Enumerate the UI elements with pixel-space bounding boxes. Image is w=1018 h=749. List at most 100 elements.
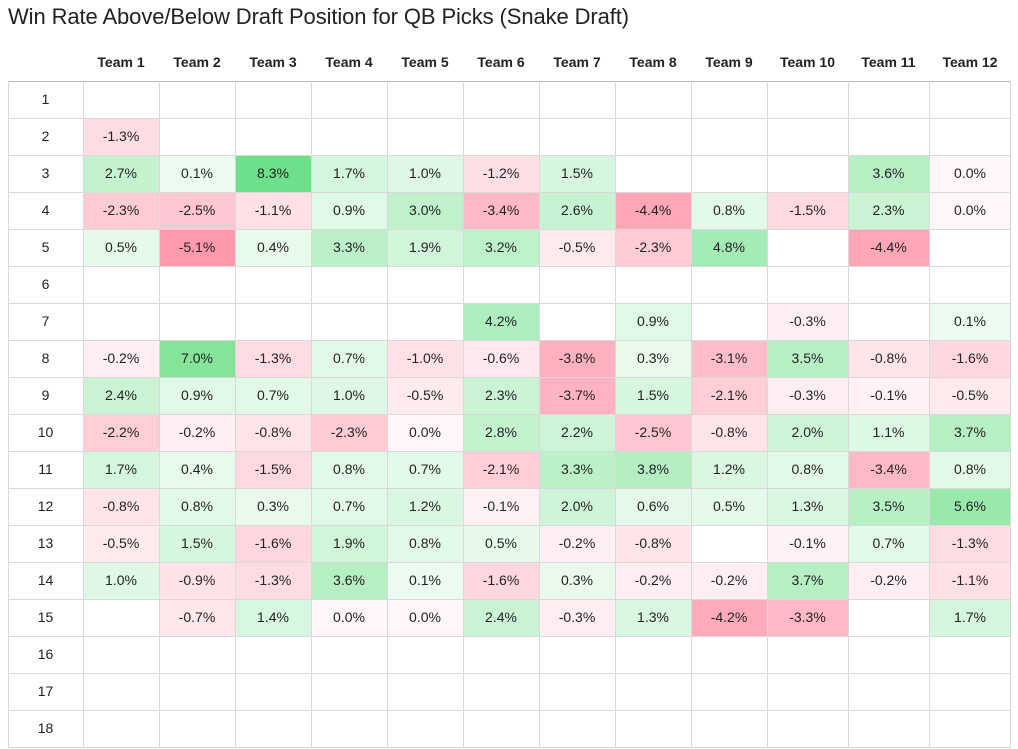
column-header-team-1: Team 1 — [97, 54, 145, 70]
heatmap-cell: 1.5% — [615, 377, 691, 414]
grid-line-vertical — [387, 81, 388, 747]
heatmap-cell: -0.3% — [539, 599, 615, 636]
heatmap-cell: 0.4% — [159, 451, 235, 488]
heatmap-cell: 0.4% — [235, 229, 311, 266]
heatmap-cell: 0.8% — [929, 451, 1011, 488]
column-header-team-12: Team 12 — [942, 54, 998, 70]
heatmap-cell: -1.3% — [83, 118, 159, 155]
heatmap-cell: 0.0% — [929, 192, 1011, 229]
heatmap-cell: -2.5% — [159, 192, 235, 229]
heatmap-cell: 0.0% — [387, 599, 463, 636]
heatmap-cell: -2.1% — [691, 377, 767, 414]
grid-line-vertical — [691, 81, 692, 747]
row-label-pick-7: 7 — [41, 313, 50, 329]
heatmap-cell: 3.2% — [463, 229, 539, 266]
heatmap-cell: 0.8% — [159, 488, 235, 525]
heatmap-cell: -0.5% — [929, 377, 1011, 414]
heatmap-cell: 0.3% — [615, 340, 691, 377]
heatmap-cell: -0.5% — [387, 377, 463, 414]
heatmap-cell: -2.3% — [311, 414, 387, 451]
heatmap-cell: -3.7% — [539, 377, 615, 414]
heatmap-cell: -2.1% — [463, 451, 539, 488]
grid-line-vertical — [8, 81, 9, 747]
heatmap-cell: -1.1% — [929, 562, 1011, 599]
heatmap-cell: 1.2% — [387, 488, 463, 525]
column-header-team-7: Team 7 — [553, 54, 601, 70]
row-label-pick-10: 10 — [37, 424, 54, 440]
heatmap-cell: -1.3% — [235, 340, 311, 377]
heatmap-cell: 0.3% — [539, 562, 615, 599]
heatmap-cell: 0.9% — [159, 377, 235, 414]
heatmap-cell: 0.9% — [615, 303, 691, 340]
grid-line-horizontal — [8, 303, 1011, 304]
column-header-team-4: Team 4 — [325, 54, 373, 70]
heatmap-cell: -4.4% — [615, 192, 691, 229]
heatmap-cell: 0.3% — [235, 488, 311, 525]
heatmap-cell: -2.3% — [83, 192, 159, 229]
heatmap-table: Team 1 Team 2 Team 3 Team 4 Team 5 Team 6 Team… — [8, 44, 1012, 749]
heatmap-cell: 0.9% — [311, 192, 387, 229]
heatmap-cell: -0.3% — [767, 303, 848, 340]
row-label-pick-11: 11 — [38, 461, 53, 477]
heatmap-cell: 2.3% — [463, 377, 539, 414]
grid-line-horizontal — [8, 229, 1011, 230]
row-label-pick-17: 17 — [37, 683, 54, 699]
row-label-pick-12: 12 — [37, 498, 54, 514]
grid-line-horizontal — [8, 118, 1011, 119]
heatmap-cell: 1.5% — [539, 155, 615, 192]
heatmap-cell: -1.2% — [463, 155, 539, 192]
heatmap-cell: 2.6% — [539, 192, 615, 229]
heatmap-cell: -1.0% — [387, 340, 463, 377]
heatmap-cell: -0.8% — [615, 525, 691, 562]
heatmap-cell: -1.6% — [235, 525, 311, 562]
heatmap-cell: 1.1% — [848, 414, 929, 451]
heatmap-cell: 8.3% — [235, 155, 311, 192]
heatmap-cell: 0.0% — [311, 599, 387, 636]
heatmap-cell: 0.6% — [615, 488, 691, 525]
heatmap-cell: 0.7% — [387, 451, 463, 488]
grid-line-horizontal — [8, 488, 1011, 489]
grid-line-horizontal — [8, 192, 1011, 193]
row-label-pick-15: 15 — [37, 609, 54, 625]
heatmap-cell: 2.4% — [463, 599, 539, 636]
grid-line-vertical — [615, 81, 616, 747]
heatmap-cell: -0.6% — [463, 340, 539, 377]
heatmap-cell: -0.2% — [159, 414, 235, 451]
heatmap-cell: -0.2% — [83, 340, 159, 377]
heatmap-cell: -0.9% — [159, 562, 235, 599]
heatmap-cell: 1.2% — [691, 451, 767, 488]
heatmap-cell: 1.0% — [311, 377, 387, 414]
heatmap-cell: 3.7% — [929, 414, 1011, 451]
heatmap-cell: -2.3% — [615, 229, 691, 266]
grid-line-horizontal — [8, 266, 1011, 267]
column-header-team-5: Team 5 — [401, 54, 449, 70]
column-header-team-8: Team 8 — [629, 54, 677, 70]
grid-line-vertical — [848, 81, 849, 747]
grid-line-vertical — [159, 81, 160, 747]
heatmap-cell: -0.1% — [848, 377, 929, 414]
heatmap-cell: -5.1% — [159, 229, 235, 266]
heatmap-cell: 2.2% — [539, 414, 615, 451]
heatmap-cell: 3.3% — [311, 229, 387, 266]
heatmap-cell: -1.1% — [235, 192, 311, 229]
heatmap-cell: 3.5% — [767, 340, 848, 377]
heatmap-cell: -0.5% — [83, 525, 159, 562]
grid-line-vertical — [83, 81, 84, 747]
heatmap-cell: 2.8% — [463, 414, 539, 451]
grid-line-vertical — [767, 81, 768, 747]
heatmap-cell: -2.2% — [83, 414, 159, 451]
heatmap-cell: 0.5% — [83, 229, 159, 266]
heatmap-cell: -3.4% — [463, 192, 539, 229]
heatmap-cell: 2.7% — [83, 155, 159, 192]
column-header-team-11: Team 11 — [861, 54, 916, 70]
chart-title: Win Rate Above/Below Draft Position for … — [8, 4, 630, 29]
heatmap-cell: -0.2% — [615, 562, 691, 599]
heatmap-cell: -0.8% — [848, 340, 929, 377]
heatmap-cell: -3.8% — [539, 340, 615, 377]
heatmap-cell: 4.2% — [463, 303, 539, 340]
heatmap-cell: -0.8% — [691, 414, 767, 451]
heatmap-cell: 2.0% — [539, 488, 615, 525]
heatmap-cell: -1.6% — [463, 562, 539, 599]
grid-line-horizontal — [8, 340, 1011, 341]
row-label-pick-1: 1 — [41, 91, 50, 107]
